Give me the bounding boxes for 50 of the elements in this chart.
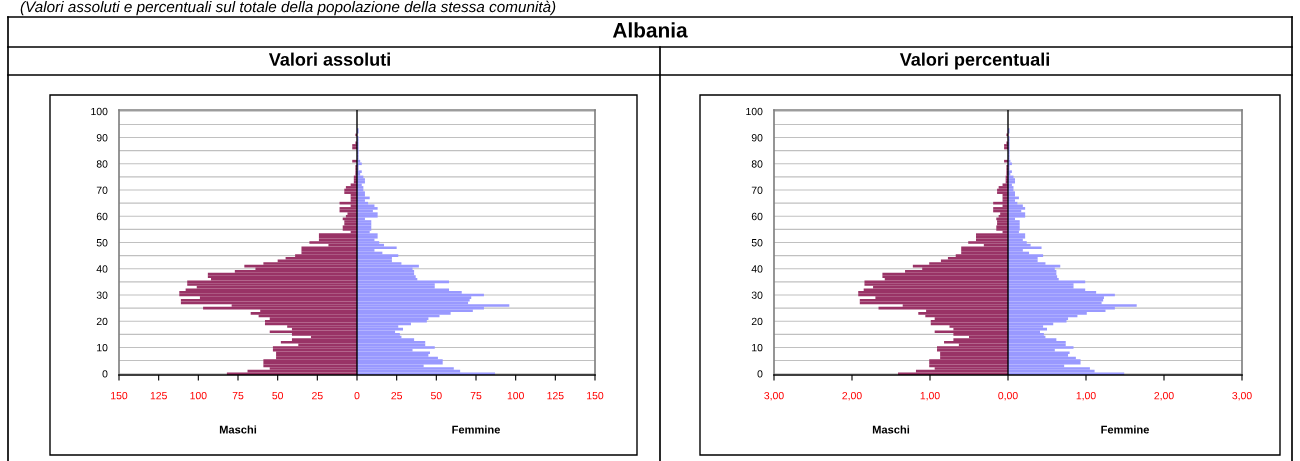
x-tick-label: 150 [587, 391, 604, 400]
y-tick-label: 20 [751, 317, 763, 326]
y-tick-label: 10 [97, 343, 108, 352]
x-tick-label: 100 [190, 391, 207, 400]
y-tick-label: 100 [746, 107, 763, 116]
x-tick-label: 1,00 [920, 391, 940, 401]
y-tick-label: 100 [91, 107, 108, 116]
x-tick-label: 100 [507, 391, 524, 400]
x-tick-label: 2,00 [842, 391, 862, 401]
x-tick-label: 3,00 [1232, 391, 1252, 401]
text: (Valori assoluti e percentuali sul totale della popolazione della stessa comunità) [20, 0, 556, 16]
text: Maschi [219, 425, 257, 434]
x-tick-label: 25 [312, 391, 323, 400]
y-tick-label: 50 [751, 239, 763, 247]
x-tick-label: 3,00 [764, 391, 784, 401]
text: Maschi [872, 425, 910, 434]
y-tick-label: 90 [96, 134, 108, 142]
y-tick-label: 80 [96, 160, 108, 168]
y-tick-label: 0 [757, 370, 763, 378]
y-tick-label: 60 [751, 212, 763, 221]
x-tick-label: 1,00 [1076, 391, 1096, 401]
x-tick-label: 50 [272, 391, 284, 400]
chart-title: Valori percentuali [899, 52, 1049, 70]
y-tick-label: 10 [752, 343, 763, 352]
y-tick-label: 40 [96, 265, 108, 273]
y-tick-label: 60 [96, 212, 108, 221]
x-tick-label: 125 [547, 391, 564, 400]
x-tick-label: 2,00 [1154, 391, 1174, 401]
x-tick-label: 0,00 [998, 391, 1018, 401]
y-tick-label: 90 [751, 134, 763, 142]
y-tick-label: 70 [96, 186, 108, 194]
y-tick-label: 0 [102, 370, 108, 378]
chart-title: Valori assoluti [268, 52, 390, 66]
x-tick-label: 50 [430, 391, 442, 400]
y-tick-label: 50 [96, 239, 108, 247]
x-tick-label: 0 [354, 391, 360, 400]
y-tick-label: 30 [96, 291, 108, 299]
y-tick-label: 20 [96, 317, 108, 326]
y-tick-label: 40 [751, 265, 763, 273]
x-tick-label: 75 [232, 392, 244, 400]
x-tick-label: 150 [111, 391, 128, 400]
x-tick-label: 125 [150, 391, 167, 400]
x-tick-label: 25 [391, 391, 403, 400]
y-tick-label: 70 [751, 186, 763, 194]
text: Femmine [1101, 425, 1150, 434]
text: Femmine [452, 425, 501, 434]
text: Albania [612, 22, 688, 38]
y-tick-label: 30 [751, 291, 763, 299]
y-tick-label: 80 [751, 160, 763, 168]
x-tick-label: 75 [470, 392, 482, 400]
